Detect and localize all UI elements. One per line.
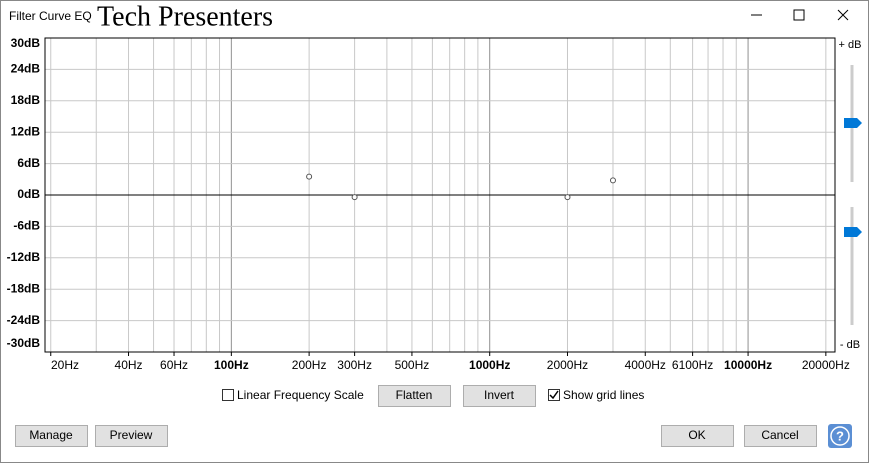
grid-lines-checkbox[interactable] [548,389,560,401]
preview-label: Preview [110,428,153,442]
y-tick-label: 24dB [11,62,41,76]
invert-button[interactable]: Invert [463,385,536,407]
grid-lines-label: Show grid lines [563,388,644,402]
y-tick-label: 0dB [17,187,40,201]
y-tick-label: -24dB [7,313,41,327]
flatten-label: Flatten [396,388,433,402]
x-tick-label: 500Hz [395,358,430,372]
cancel-label: Cancel [761,428,798,442]
x-tick-label: 60Hz [160,358,188,372]
x-tick-label: 200Hz [292,358,327,372]
y-tick-label: 12dB [11,124,41,138]
close-button[interactable] [837,9,849,21]
db-min-label: - dB [840,339,860,351]
control-point [564,194,571,201]
ok-label: OK [688,428,705,442]
x-tick-label: 4000Hz [625,358,666,372]
help-label: ? [836,428,844,443]
help-button[interactable]: ? [828,424,852,448]
y-tick-label: -6dB [13,219,40,233]
control-point [306,173,313,180]
invert-label: Invert [484,388,515,402]
control-point [351,194,358,201]
y-tick-label: -18dB [7,281,41,295]
manage-button[interactable]: Manage [15,425,88,447]
window-title: Filter Curve EQ [9,9,92,23]
x-tick-label: 20000Hz [802,358,850,372]
x-tick-label: 100Hz [214,358,249,372]
db-max-label: + dB [839,39,862,51]
y-tick-label: -12dB [7,250,41,264]
maximize-button[interactable] [793,9,805,21]
linear-scale-label: Linear Frequency Scale [237,388,364,402]
x-tick-label: 1000Hz [469,358,510,372]
x-tick-label: 300Hz [337,358,372,372]
db-slider[interactable] [844,65,862,325]
y-tick-label: 30dB [11,36,41,50]
linear-scale-checkbox[interactable] [222,389,234,401]
cancel-button[interactable]: Cancel [744,425,817,447]
x-tick-label: 6100Hz [672,358,713,372]
x-tick-label: 10000Hz [724,358,772,372]
plot-frame [44,37,836,353]
ok-button[interactable]: OK [661,425,734,447]
y-tick-label: 18dB [11,93,41,107]
manage-label: Manage [29,428,73,442]
x-tick-label: 20Hz [51,358,79,372]
x-tick-label: 2000Hz [547,358,588,372]
plot: 20Hz 40Hz 60Hz 100Hz 200Hz 300Hz 500Hz 1000Hz 20… [7,36,850,372]
flatten-button[interactable]: Flatten [378,385,451,407]
control-point [609,177,616,184]
y-tick-label: -30dB [7,336,41,350]
x-tick-label: 40Hz [115,358,143,372]
y-tick-label: 6dB [17,156,40,170]
watermark: Tech Presenters [97,1,273,32]
preview-button[interactable]: Preview [95,425,168,447]
